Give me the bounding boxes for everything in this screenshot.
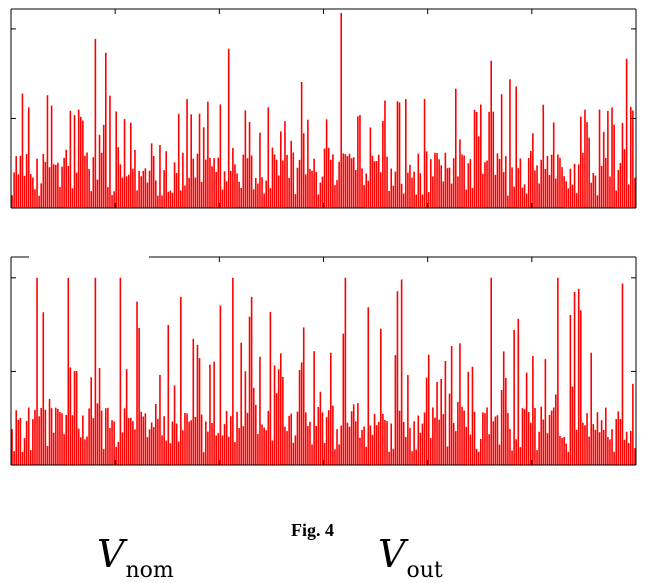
- chart-panel-top: [10, 8, 637, 209]
- symbol-v-out: Vout: [378, 535, 443, 582]
- symbol-v-nom-letter: V: [97, 532, 125, 576]
- chart-panel-bottom: [10, 256, 637, 466]
- symbol-v-out-subscript: out: [406, 558, 443, 583]
- symbol-v-nom: Vnom: [97, 535, 174, 582]
- figure-caption: Fig. 4: [291, 520, 334, 540]
- symbol-v-nom-subscript: nom: [125, 558, 174, 583]
- symbol-v-out-letter: V: [378, 532, 406, 576]
